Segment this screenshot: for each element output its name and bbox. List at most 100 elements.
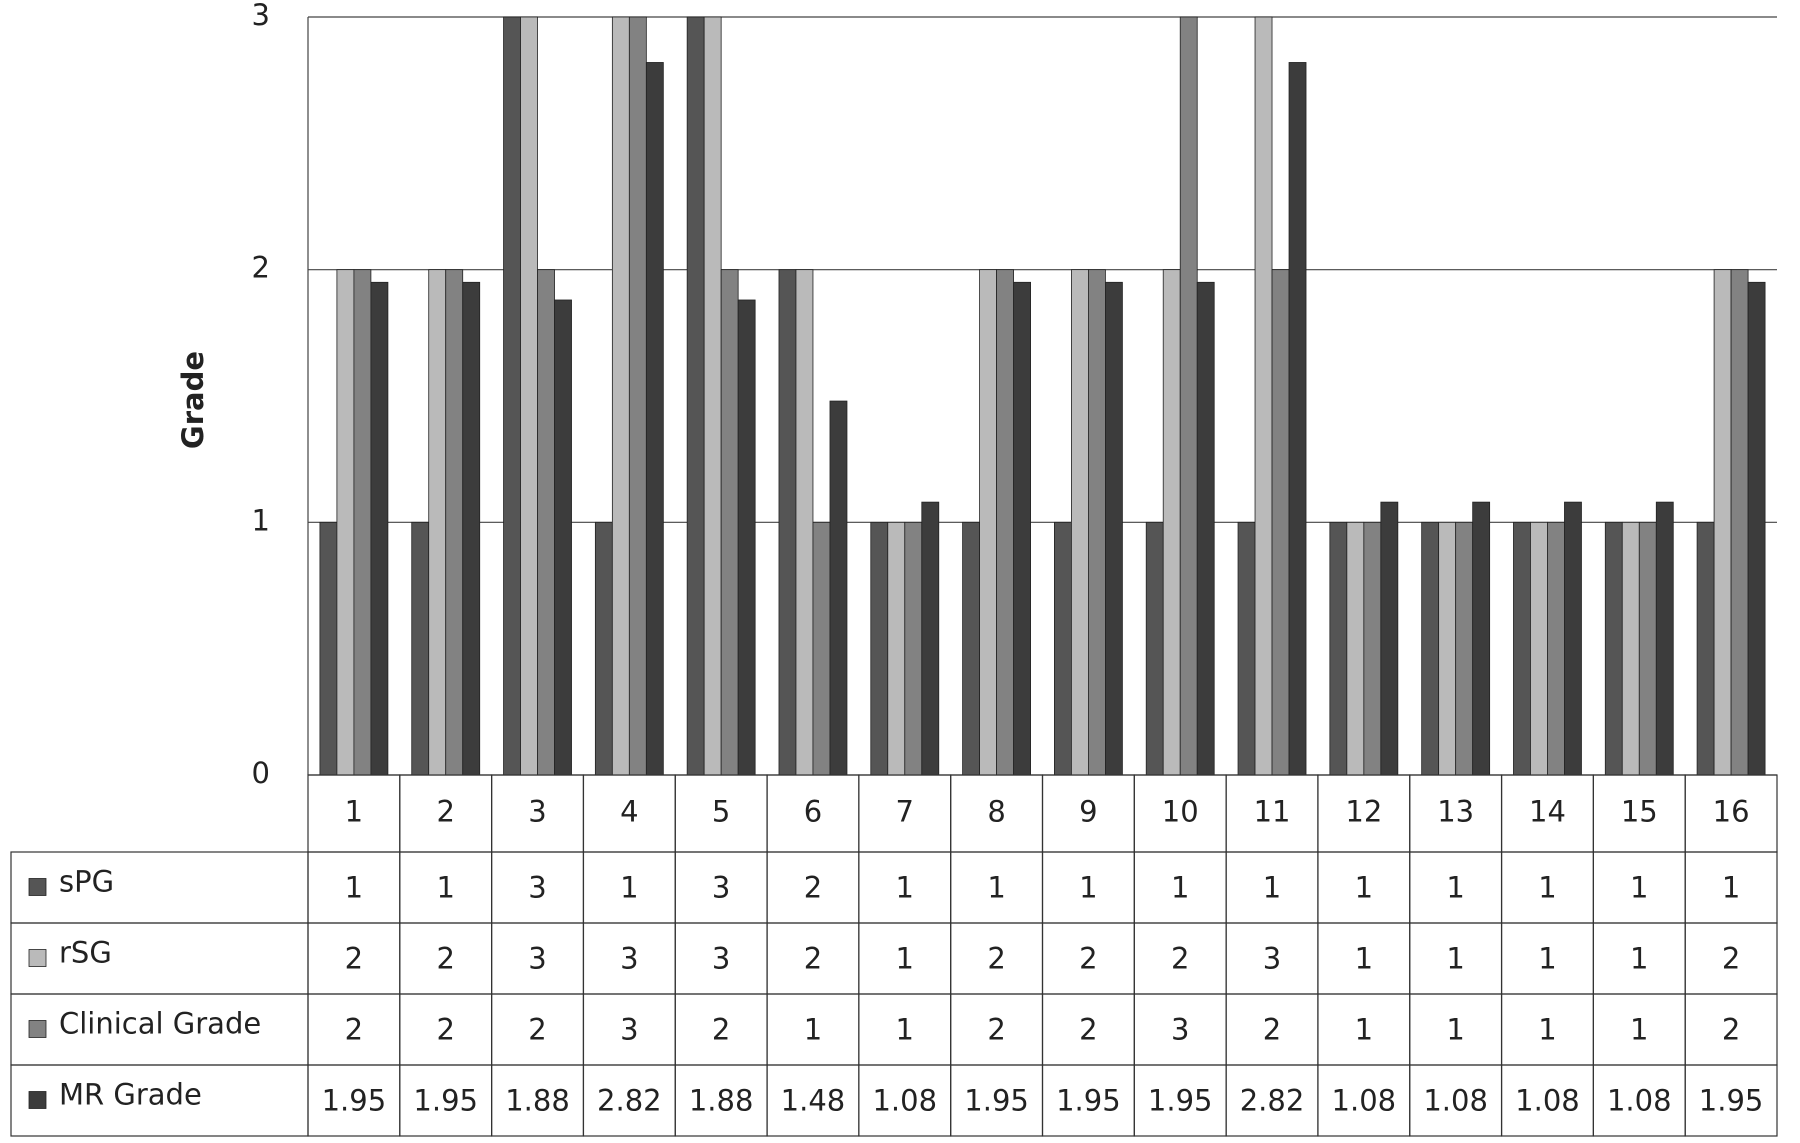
table-value: 1.95 — [964, 1084, 1029, 1118]
table-value: 2 — [1079, 942, 1097, 976]
bar — [1363, 521, 1382, 776]
x-tick-label: 2 — [436, 795, 454, 829]
legend-swatch — [28, 1091, 47, 1109]
bar — [554, 299, 572, 776]
bar — [737, 299, 756, 776]
bar — [1105, 281, 1123, 776]
bar — [904, 521, 923, 776]
bar — [887, 521, 906, 776]
bar — [1271, 269, 1290, 776]
bar — [411, 521, 430, 776]
bar — [1547, 521, 1565, 776]
table-value: 1 — [1263, 871, 1281, 905]
bar — [870, 521, 889, 776]
table-value: 1.88 — [689, 1084, 754, 1118]
y-axis-label: Grade — [176, 351, 210, 449]
x-tick-label: 5 — [712, 795, 730, 829]
bar — [1013, 281, 1031, 776]
legend-swatch — [28, 878, 47, 896]
table-value: 1.08 — [1515, 1084, 1580, 1118]
table-value: 1 — [1630, 1013, 1648, 1047]
bar — [503, 16, 521, 776]
bar — [319, 521, 338, 776]
table-value: 2 — [345, 1013, 363, 1047]
table-value: 1.95 — [322, 1084, 387, 1118]
bar — [1513, 521, 1531, 776]
table-value: 2 — [345, 942, 363, 976]
x-tick-label: 11 — [1254, 795, 1291, 829]
legend-label: MR Grade — [59, 1078, 202, 1112]
x-tick-label: 1 — [345, 795, 363, 829]
bar — [370, 281, 389, 776]
bar — [778, 269, 797, 776]
x-tick-label: 13 — [1437, 795, 1474, 829]
bar — [1564, 501, 1582, 776]
bar — [1346, 521, 1365, 776]
bar — [1288, 62, 1307, 776]
bar — [1455, 521, 1474, 776]
bar — [645, 62, 664, 776]
bar — [428, 269, 447, 776]
legend-label: sPG — [59, 865, 114, 899]
table-value: 2 — [1722, 1013, 1740, 1047]
bar — [1179, 16, 1198, 776]
bar — [1421, 521, 1440, 776]
bar — [1472, 501, 1491, 776]
bar — [1254, 16, 1273, 776]
bar — [1329, 521, 1348, 776]
bar — [336, 269, 355, 776]
bar — [996, 269, 1014, 776]
table-value: 1.88 — [505, 1084, 570, 1118]
bar — [686, 16, 705, 776]
bar — [1071, 269, 1089, 776]
table-value: 1.08 — [1332, 1084, 1397, 1118]
bar — [628, 16, 647, 776]
table-cell — [10, 922, 309, 995]
table-value: 3 — [712, 871, 730, 905]
bar — [1145, 521, 1164, 776]
bar — [1655, 501, 1674, 776]
table-cell — [10, 851, 309, 924]
bar — [703, 16, 722, 776]
bar — [445, 269, 464, 776]
bar — [1054, 521, 1072, 776]
x-tick-label: 3 — [528, 795, 546, 829]
table-cell — [1684, 1064, 1778, 1137]
y-tick-label: 2 — [252, 251, 270, 285]
table-value: 2 — [1079, 1013, 1097, 1047]
y-tick-label: 3 — [252, 0, 270, 32]
bar — [921, 501, 940, 776]
table-value: 2 — [1263, 1013, 1281, 1047]
table-value: 1 — [896, 871, 914, 905]
table-value: 1.48 — [781, 1084, 846, 1118]
table-value: 2 — [987, 1013, 1005, 1047]
legend-swatch — [28, 949, 47, 967]
table-value: 2 — [1722, 942, 1740, 976]
bar — [1438, 521, 1457, 776]
bar — [1747, 281, 1766, 776]
table-value: 1.95 — [413, 1084, 478, 1118]
table-value: 1 — [345, 871, 363, 905]
table-value: 1 — [1722, 871, 1740, 905]
table-value: 3 — [1171, 1013, 1189, 1047]
bar — [1621, 521, 1640, 776]
legend-label: rSG — [59, 936, 112, 970]
y-tick-label: 0 — [252, 756, 270, 790]
table-value: 2 — [712, 1013, 730, 1047]
table-value: 1.08 — [872, 1084, 937, 1118]
table-value: 2 — [436, 942, 454, 976]
bar — [353, 269, 372, 776]
bar — [1088, 269, 1106, 776]
x-tick-label: 7 — [896, 795, 914, 829]
table-value: 1 — [1446, 871, 1464, 905]
table-value: 1 — [1079, 871, 1097, 905]
x-tick-label: 14 — [1529, 795, 1566, 829]
table-value: 1 — [1538, 942, 1556, 976]
x-tick-label: 6 — [804, 795, 822, 829]
bar — [979, 269, 997, 776]
table-value: 2 — [804, 942, 822, 976]
table-value: 1 — [896, 1013, 914, 1047]
table-value: 1.08 — [1607, 1084, 1672, 1118]
bar — [611, 16, 630, 776]
